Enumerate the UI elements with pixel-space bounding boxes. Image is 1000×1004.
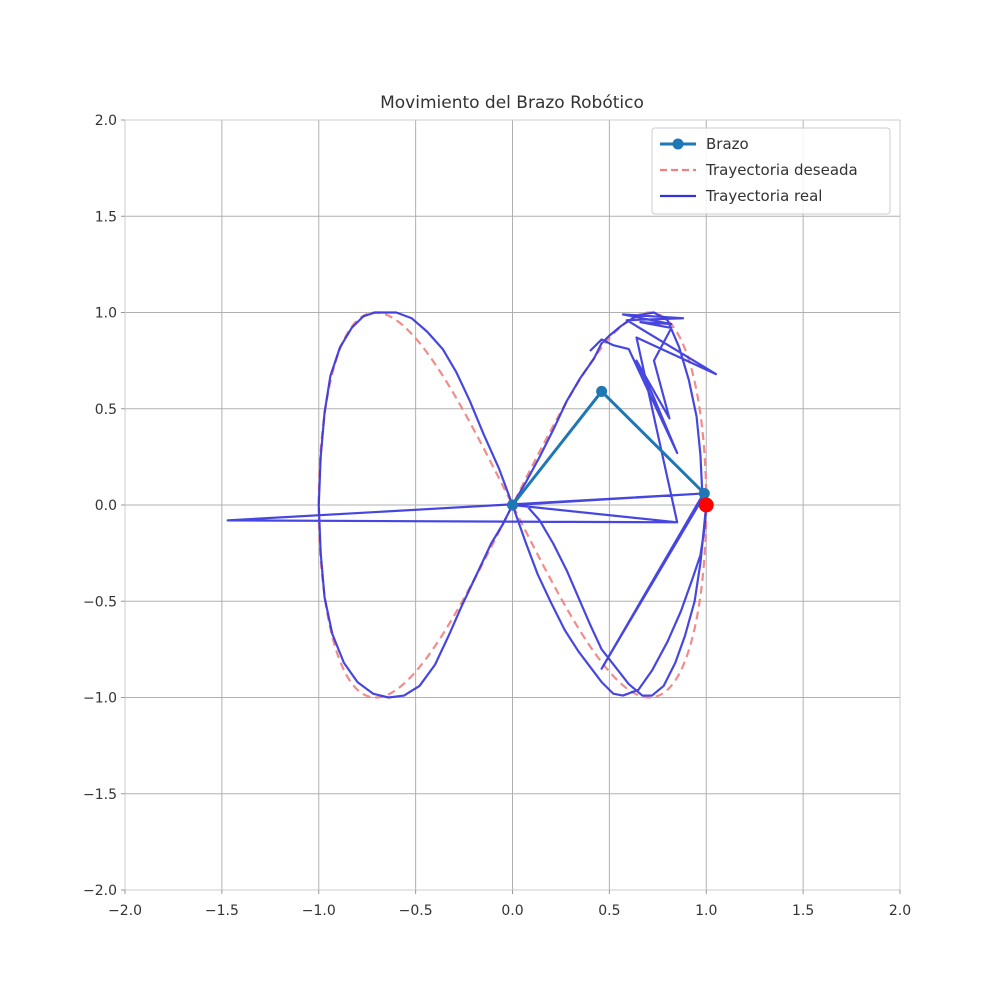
y-tick-label: 1.0 [95,306,117,322]
x-tick-label: 2.0 [889,903,911,919]
y-tick-label: 0.0 [95,498,117,514]
y-tick-label: 0.5 [95,402,117,418]
legend-box [651,127,891,215]
legend-label: Brazo [706,135,749,153]
x-tick-label: 1.0 [695,903,717,919]
series-desired-trajectory [317,311,708,699]
tick-labels: −2.0 −1.5 −1.0 −0.5 0.0 0.5 1.0 1.5 2.0 −2.0 −1.5 −… [83,113,911,919]
series-layer [226,311,718,699]
x-tick-label: 1.5 [792,903,814,919]
x-tick-label: −1.5 [205,903,239,919]
arm-joint-point [596,385,608,397]
y-tick-label: 2.0 [95,113,117,129]
legend: Brazo Trayectoria deseada Trayectoria real [651,127,891,215]
chart-title: Movimiento del Brazo Robótico [380,93,644,113]
x-tick-label: 0.0 [501,903,523,919]
y-tick-label: −1.5 [83,787,117,803]
legend-marker [672,138,684,150]
x-tick-label: 0.5 [598,903,620,919]
x-tick-label: −2.0 [108,903,142,919]
y-tick-label: −1.0 [83,691,117,707]
axes [121,119,901,894]
target-point [698,497,714,513]
x-tick-label: −1.0 [302,903,336,919]
legend-label: Trayectoria real [705,187,822,205]
arm-joint-point [507,499,518,511]
y-tick-label: −0.5 [83,594,117,610]
legend-label: Trayectoria deseada [705,161,858,179]
arm-joint-point [698,487,710,499]
x-tick-label: −0.5 [399,903,433,919]
series-real-trajectory [226,311,718,699]
y-tick-label: 1.5 [95,209,117,225]
y-tick-label: −2.0 [83,883,117,899]
